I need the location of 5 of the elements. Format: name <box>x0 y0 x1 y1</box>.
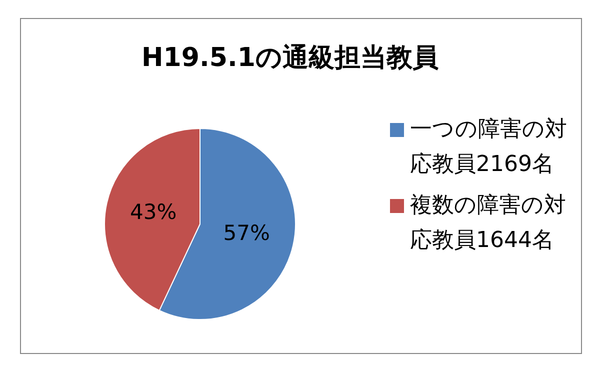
data-label: 43% <box>130 200 177 224</box>
legend-label: 複数の障害の対応教員1644名 <box>410 192 567 255</box>
legend-label: 一つの障害の対応教員2169名 <box>410 116 568 179</box>
chart-title: H19.5.1の通級担当教員 <box>140 42 440 75</box>
data-label: 57% <box>223 220 270 245</box>
